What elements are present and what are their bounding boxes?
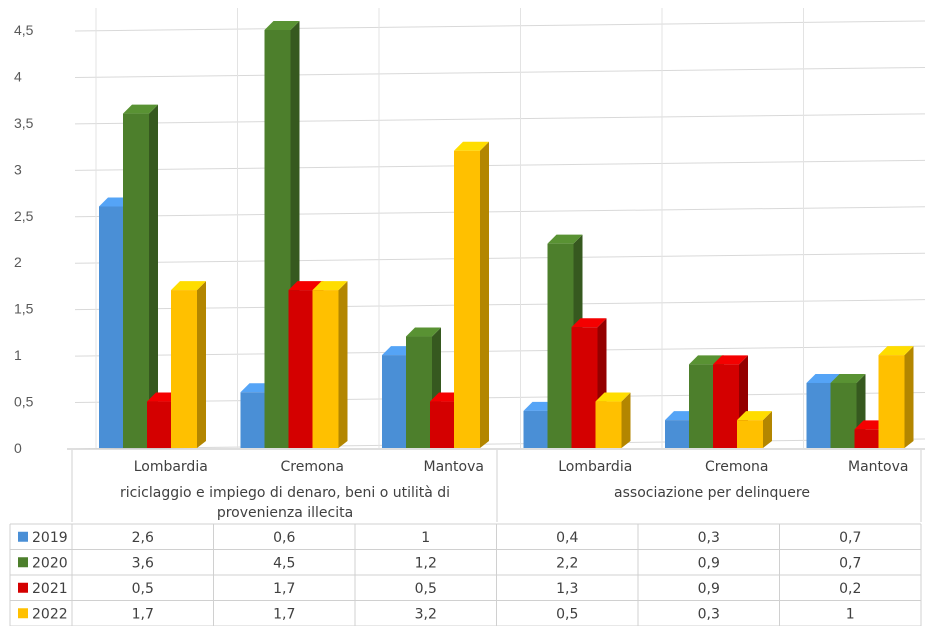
legend-swatch <box>18 557 28 568</box>
group-label: riciclaggio e impiego di denaro, beni o … <box>120 485 450 501</box>
table-cell: 0,9 <box>698 581 720 597</box>
table-cell: 1,3 <box>556 581 578 597</box>
legend-swatch <box>18 531 28 542</box>
table-cell: 0,7 <box>839 530 861 546</box>
table-cell: 0,9 <box>698 555 720 571</box>
bar-2022-1 <box>312 281 348 448</box>
table-cell: 0,4 <box>556 530 578 546</box>
y-tick-label: 0,5 <box>14 394 34 410</box>
category-label: Mantova <box>848 459 908 475</box>
legend-swatch <box>18 608 28 619</box>
category-label: Cremona <box>705 459 769 475</box>
legend-swatch <box>18 582 28 593</box>
y-tick-label: 0 <box>14 440 22 456</box>
gridline <box>74 113 926 125</box>
gridline <box>74 438 926 450</box>
gridline <box>74 20 926 32</box>
table-cell: 0,3 <box>698 606 720 622</box>
bar-2022-0 <box>171 281 206 448</box>
legend-label: 2021 <box>32 581 68 597</box>
table-cell: 0,2 <box>839 581 861 597</box>
category-label: Mantova <box>424 459 484 475</box>
bar-2022-5 <box>878 346 914 448</box>
gridline <box>74 392 926 404</box>
y-tick-label: 4 <box>14 68 22 84</box>
table-cell: 0,3 <box>698 530 720 546</box>
category-label: Lombardia <box>558 459 632 475</box>
y-axis-ticks: 0 0,5 1 1,5 2 2,5 3 3,5 4 4,5 <box>14 22 34 456</box>
legend-label: 2020 <box>32 555 68 571</box>
gridline <box>74 345 926 357</box>
group-label: associazione per delinquere <box>614 485 810 501</box>
category-label: Cremona <box>281 459 345 475</box>
category-labels: Lombardia Cremona Mantova Lombardia Cremona M… <box>71 450 922 522</box>
table-cell: 0,6 <box>273 530 295 546</box>
gridlines <box>67 8 926 450</box>
table-cell: 1 <box>421 530 430 546</box>
gridline <box>74 299 926 311</box>
bar-2020-0 <box>123 104 158 448</box>
table-cell: 0,5 <box>556 606 578 622</box>
table-cell: 0,5 <box>415 581 437 597</box>
y-tick-label: 2,5 <box>14 208 34 224</box>
table-cell: 1,7 <box>273 606 295 622</box>
data-table: 2019 2,6 0,6 1 0,4 0,3 0,7 2020 3,6 4,5 1,2 2,2 0,9 0… <box>9 523 922 626</box>
table-cell: 3,6 <box>132 555 154 571</box>
y-tick-label: 3,5 <box>14 115 34 131</box>
gridline <box>74 206 926 218</box>
table-cell: 1,7 <box>132 606 154 622</box>
bar-2022-3 <box>595 392 631 448</box>
table-cell: 0,5 <box>132 581 154 597</box>
bars <box>99 21 914 448</box>
legend-label: 2019 <box>32 530 68 546</box>
gridline <box>74 66 926 78</box>
y-tick-label: 2 <box>14 254 22 270</box>
gridline <box>74 159 926 171</box>
table-cell: 3,2 <box>415 606 437 622</box>
table-cell: 1 <box>846 606 855 622</box>
group-label: provenienza illecita <box>217 505 353 521</box>
y-tick-label: 3 <box>14 161 22 177</box>
table-cell: 1,2 <box>415 555 437 571</box>
category-label: Lombardia <box>134 459 208 475</box>
y-tick-label: 4,5 <box>14 22 34 38</box>
table-cell: 1,7 <box>273 581 295 597</box>
legend-label: 2022 <box>32 606 68 622</box>
y-tick-label: 1 <box>14 347 22 363</box>
table-cell: 0,7 <box>839 555 861 571</box>
gridline <box>74 252 926 264</box>
bar-2022-4 <box>737 411 772 448</box>
table-cell: 4,5 <box>273 555 295 571</box>
bar-2022-2 <box>454 141 489 448</box>
y-tick-label: 1,5 <box>14 301 34 317</box>
table-cell: 2,2 <box>556 555 578 571</box>
table-cell: 2,6 <box>132 530 154 546</box>
